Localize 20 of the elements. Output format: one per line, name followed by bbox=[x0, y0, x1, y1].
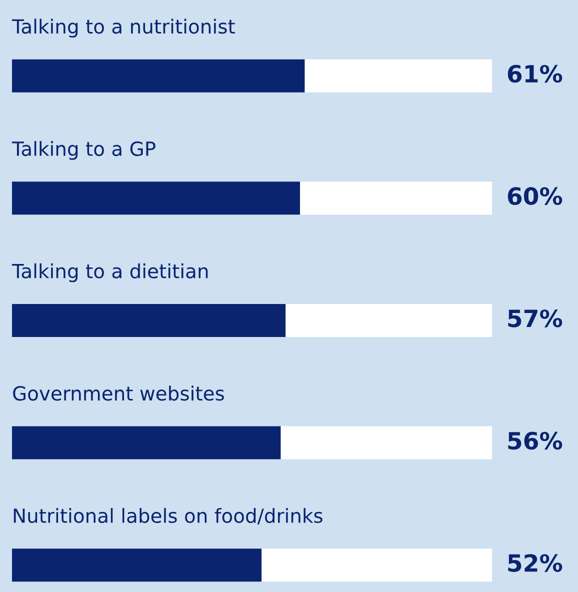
bar bbox=[262, 548, 492, 582]
data-label: 60% bbox=[508, 187, 562, 205]
bar bbox=[12, 182, 300, 215]
data-label: 52% bbox=[508, 554, 562, 572]
bar bbox=[12, 426, 281, 460]
bar bbox=[12, 304, 286, 337]
data-label: 56% bbox=[508, 432, 562, 450]
data-label: 61% bbox=[508, 64, 562, 83]
y-tick-label: Talking to a nutritionist bbox=[12, 18, 235, 38]
bar bbox=[300, 182, 492, 215]
bar bbox=[280, 426, 492, 460]
bar bbox=[304, 59, 492, 92]
data-label: 57% bbox=[508, 309, 562, 328]
y-tick-label: Nutritional labels on food/drinks bbox=[14, 508, 322, 525]
bar bbox=[12, 548, 262, 582]
y-tick-label: Talking to a dietitian bbox=[12, 263, 208, 282]
bar bbox=[12, 59, 305, 92]
bar bbox=[286, 304, 492, 337]
y-tick-label: Talking to a GP bbox=[12, 141, 156, 160]
y-tick-label: Government websites bbox=[13, 386, 224, 401]
